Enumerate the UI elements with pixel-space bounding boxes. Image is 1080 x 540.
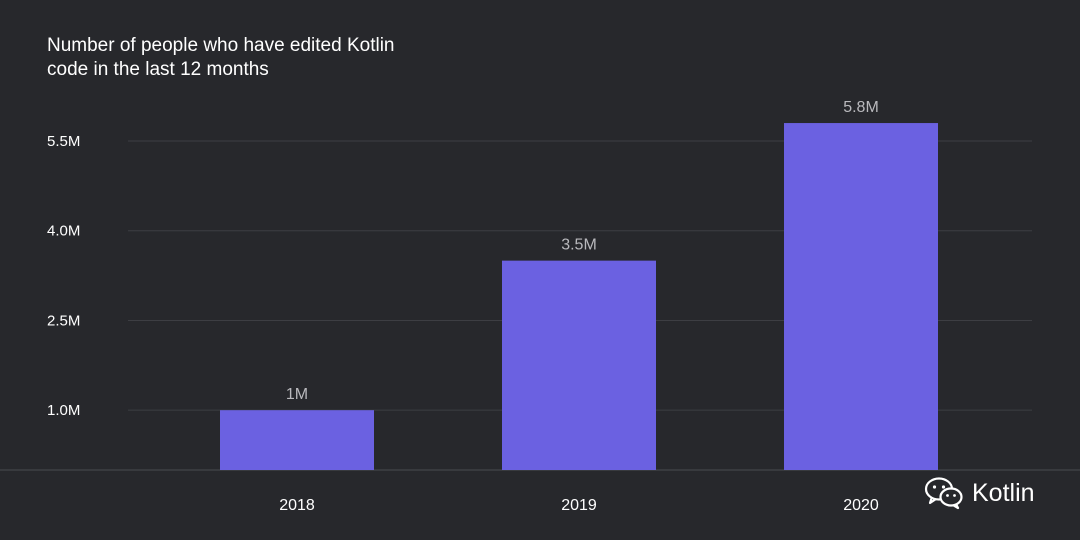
bar-2018 (220, 410, 374, 470)
bar-2020 (784, 123, 938, 471)
data-label: 3.5M (561, 237, 597, 254)
brand-name: Kotlin (972, 478, 1035, 507)
y-tick-label: 1.0M (47, 402, 80, 419)
chart-title-line-2: code in the last 12 months (47, 59, 269, 80)
y-tick-label: 2.5M (47, 312, 80, 329)
kotlin-brand: Kotlin (924, 476, 1035, 510)
data-label: 1M (286, 386, 308, 403)
bar-2019 (502, 260, 656, 470)
wechat-icon (924, 477, 963, 510)
data-label: 5.8M (843, 99, 879, 116)
chart-title-line-1: Number of people who have edited Kotlin (47, 35, 395, 56)
x-tick-label: 2020 (843, 497, 879, 514)
y-tick-label: 4.0M (47, 223, 80, 240)
y-tick-label: 5.5M (47, 133, 80, 150)
x-tick-label: 2019 (561, 497, 597, 514)
x-tick-label: 2018 (279, 497, 315, 514)
